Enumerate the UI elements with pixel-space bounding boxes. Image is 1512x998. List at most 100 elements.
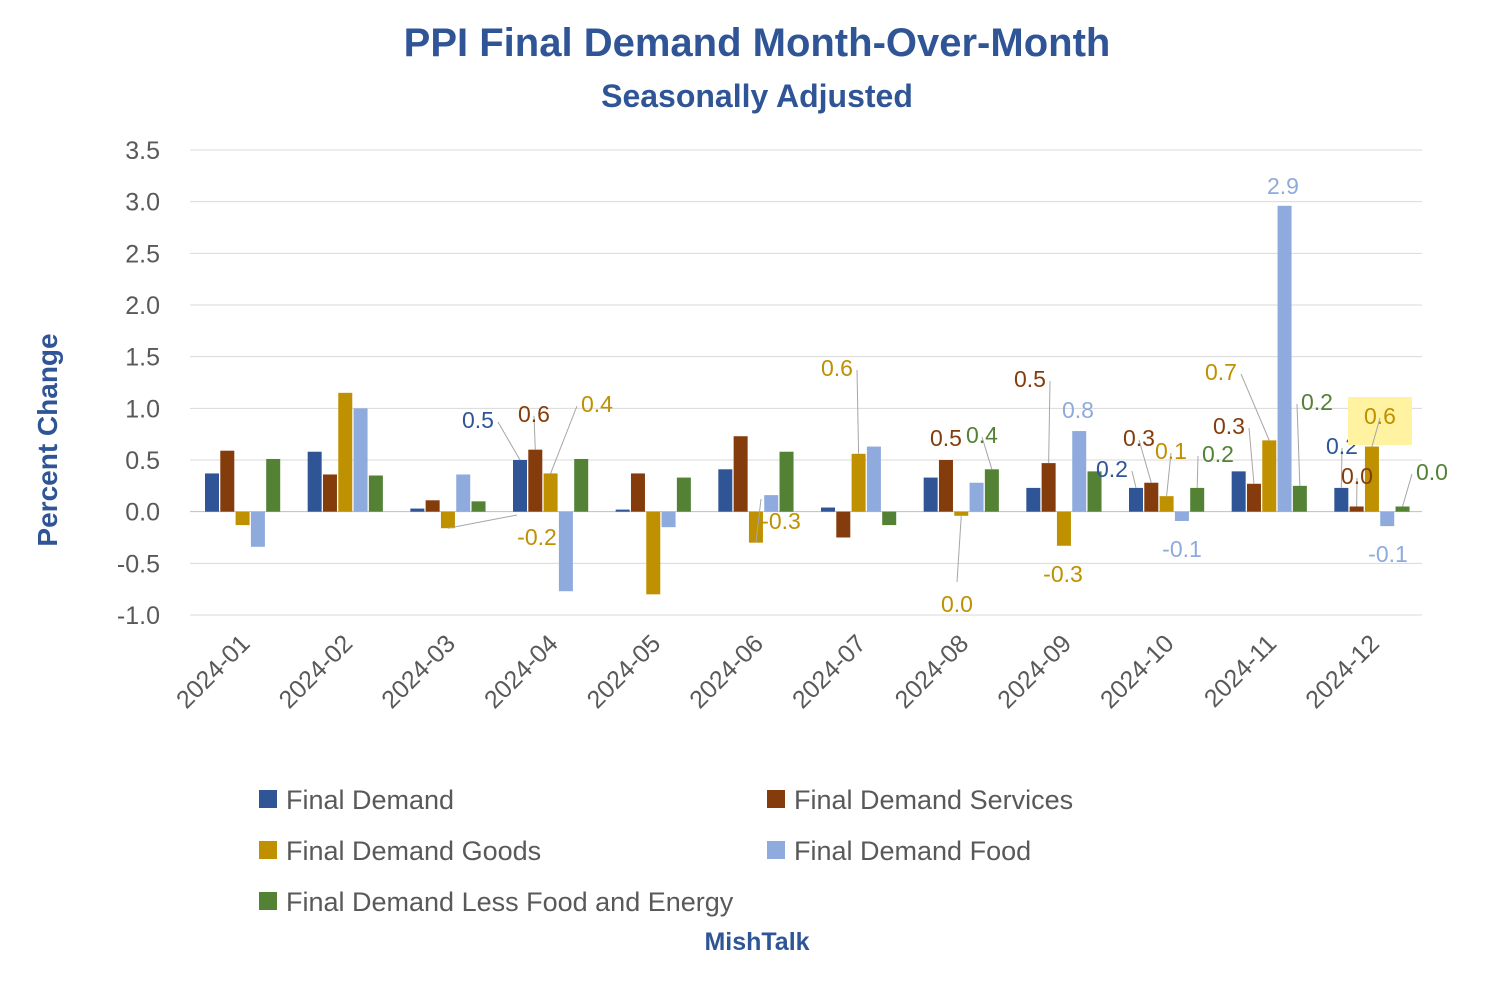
data-label: 0.0	[941, 591, 973, 617]
bar-final-demand-services-2024-01	[220, 451, 234, 512]
bar-final-demand-2024-06	[718, 469, 732, 511]
x-tick-label: 2024-11	[1199, 629, 1282, 712]
bar-final-demand-less-food-and-energy-2024-01	[266, 459, 280, 512]
bar-final-demand-2024-08	[924, 478, 938, 512]
bar-final-demand-food-2024-02	[354, 408, 368, 511]
bar-final-demand-food-2024-04	[559, 512, 573, 592]
leader-line	[551, 406, 577, 473]
y-tick-label: 1.0	[125, 395, 160, 423]
bar-final-demand-food-2024-03	[456, 474, 470, 511]
data-label: -0.1	[1162, 536, 1202, 562]
x-tick-label: 2024-09	[992, 629, 1077, 714]
x-tick-label: 2024-05	[582, 629, 667, 714]
data-label: 0.1	[1155, 438, 1187, 464]
leader-line	[957, 516, 961, 582]
y-tick-label: 3.0	[125, 189, 160, 217]
x-tick-label: 2024-10	[1095, 629, 1180, 714]
bar-final-demand-goods-2024-04	[544, 473, 558, 511]
bar-final-demand-services-2024-04	[528, 450, 542, 512]
x-tick-label: 2024-08	[890, 629, 975, 714]
leader-line	[857, 370, 859, 454]
leader-line	[448, 515, 517, 528]
y-axis-label: Percent Change	[32, 333, 63, 546]
bar-final-demand-2024-10	[1129, 488, 1143, 512]
legend-swatch	[259, 892, 277, 910]
x-tick-label: 2024-04	[479, 629, 564, 714]
bar-final-demand-goods-2024-07	[852, 454, 866, 512]
bar-final-demand-food-2024-07	[867, 447, 881, 512]
bar-final-demand-2024-05	[616, 510, 630, 512]
x-tick-label: 2024-12	[1300, 629, 1385, 714]
bar-final-demand-less-food-and-energy-2024-07	[882, 512, 896, 525]
data-label: 0.5	[1014, 366, 1046, 392]
bar-final-demand-2024-03	[410, 509, 424, 512]
bar-final-demand-2024-07	[821, 508, 835, 512]
data-label: -0.1	[1368, 541, 1408, 567]
y-tick-label: 0.0	[125, 499, 160, 527]
bar-final-demand-services-2024-06	[734, 436, 748, 511]
bar-final-demand-food-2024-09	[1072, 431, 1086, 512]
bar-final-demand-services-2024-12	[1350, 507, 1364, 512]
bar-final-demand-services-2024-08	[939, 460, 953, 512]
leader-line	[1249, 428, 1254, 484]
data-label: 0.0	[1416, 459, 1448, 485]
y-tick-label: 2.5	[125, 240, 160, 268]
data-label: 0.0	[1341, 463, 1373, 489]
bar-final-demand-2024-11	[1232, 471, 1246, 511]
data-label: 0.4	[966, 422, 998, 448]
bar-final-demand-2024-02	[308, 452, 322, 512]
chart-subtitle: Seasonally Adjusted	[601, 78, 913, 114]
bar-final-demand-goods-2024-03	[441, 512, 455, 529]
data-label: 0.7	[1205, 359, 1237, 385]
bar-final-demand-goods-2024-11	[1262, 440, 1276, 511]
y-tick-labels: 3.53.02.52.01.51.00.50.0-0.5-1.0	[117, 137, 160, 630]
y-tick-label: 2.0	[125, 292, 160, 320]
legend-swatch	[767, 790, 785, 808]
x-tick-label: 2024-06	[684, 629, 769, 714]
data-label: -0.3	[1043, 561, 1083, 587]
bar-final-demand-services-2024-07	[836, 512, 850, 538]
bar-final-demand-services-2024-02	[323, 474, 337, 511]
legend-swatch	[259, 790, 277, 808]
legend-swatch	[767, 841, 785, 859]
bar-final-demand-services-2024-09	[1042, 463, 1056, 512]
bar-final-demand-food-2024-08	[970, 483, 984, 512]
data-label: 0.2	[1096, 456, 1128, 482]
leader-line	[1297, 404, 1300, 486]
bar-final-demand-less-food-and-energy-2024-10	[1190, 488, 1204, 512]
legend-label: Final Demand Food	[794, 836, 1031, 866]
y-tick-label: 0.5	[125, 447, 160, 475]
bar-final-demand-food-2024-01	[251, 512, 265, 547]
bar-final-demand-services-2024-05	[631, 473, 645, 511]
data-label: 0.8	[1062, 397, 1094, 423]
data-label: -0.2	[517, 524, 557, 550]
data-label: 0.6	[1364, 403, 1396, 429]
data-label: 0.3	[1213, 413, 1245, 439]
data-label: 0.5	[462, 407, 494, 433]
bar-final-demand-food-2024-11	[1278, 206, 1292, 512]
bar-final-demand-less-food-and-energy-2024-02	[369, 476, 383, 512]
bar-final-demand-goods-2024-02	[338, 393, 352, 512]
data-label: 0.5	[930, 425, 962, 451]
legend-label: Final Demand	[286, 785, 454, 815]
legend-label: Final Demand Services	[794, 785, 1073, 815]
leader-line	[1197, 456, 1198, 488]
x-tick-label: 2024-01	[171, 629, 256, 714]
legend-swatch	[259, 841, 277, 859]
bar-final-demand-goods-2024-09	[1057, 512, 1071, 546]
x-tick-label: 2024-02	[274, 629, 359, 714]
bar-final-demand-2024-12	[1334, 488, 1348, 512]
legend-label: Final Demand Less Food and Energy	[286, 887, 734, 917]
y-tick-label: 1.5	[125, 344, 160, 372]
leader-line	[1241, 374, 1269, 440]
bar-final-demand-2024-09	[1026, 488, 1040, 512]
bar-final-demand-less-food-and-energy-2024-03	[472, 501, 486, 511]
y-tick-label: -0.5	[117, 550, 160, 578]
bar-final-demand-services-2024-11	[1247, 484, 1261, 512]
data-label: 0.2	[1202, 441, 1234, 467]
x-tick-label: 2024-03	[376, 629, 461, 714]
bar-final-demand-food-2024-10	[1175, 512, 1189, 521]
bar-final-demand-less-food-and-energy-2024-04	[574, 459, 588, 512]
